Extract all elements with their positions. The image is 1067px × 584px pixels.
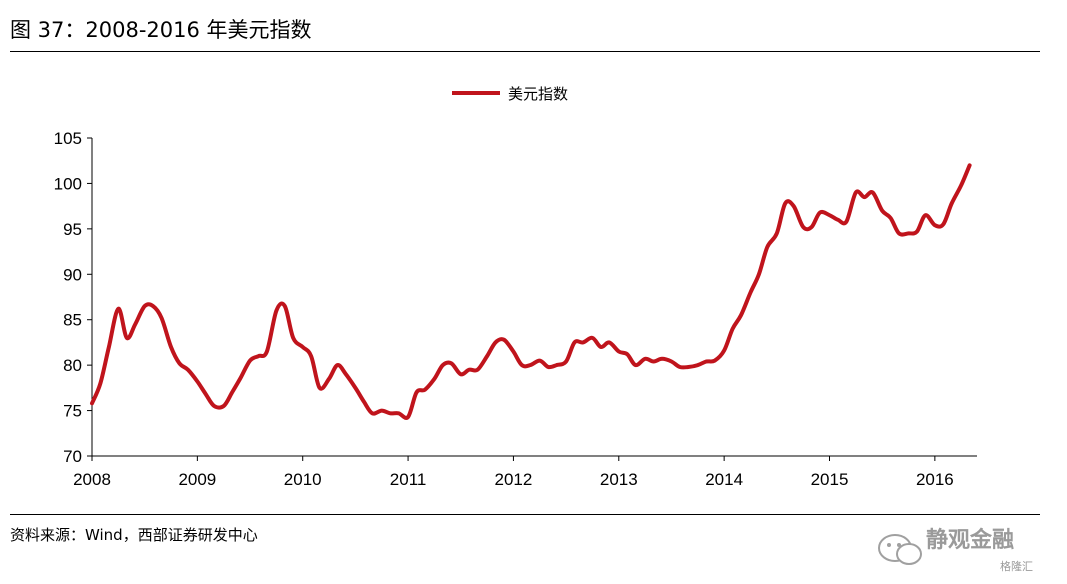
axes: 70 75 80 85 90 95 100 105 2008 2009 2010 2011 2012 20…: [54, 129, 977, 489]
title-divider: [10, 51, 1040, 52]
x-tick-label: 2013: [600, 470, 638, 489]
y-tick-label: 90: [63, 265, 82, 284]
x-tick-label: 2010: [284, 470, 322, 489]
watermark: [875, 524, 1035, 580]
y-tick-label: 70: [63, 447, 82, 466]
figure-title: 图 37：2008-2016 年美元指数: [10, 18, 312, 42]
legend-label-dollar-index: 美元指数: [508, 85, 568, 103]
x-tick-label: 2012: [495, 470, 533, 489]
y-tick-label: 80: [63, 356, 82, 375]
y-tick-label: 100: [54, 174, 82, 193]
watermark-text: 静观金融: [926, 528, 1015, 553]
legend: 美元指数: [452, 85, 568, 103]
y-tick-label: 105: [54, 129, 82, 148]
y-tick-label: 75: [63, 402, 82, 421]
x-tick-label: 2016: [916, 470, 954, 489]
x-tick-label: 2015: [811, 470, 849, 489]
wechat-icon: [878, 534, 922, 565]
x-tick-label: 2009: [178, 470, 216, 489]
x-tick-label: 2014: [705, 470, 743, 489]
source-note: 资料来源：Wind，西部证券研发中心: [10, 526, 258, 544]
x-tick-label: 2008: [73, 470, 111, 489]
y-tick-label: 95: [63, 220, 82, 239]
y-tick-label: 85: [63, 311, 82, 330]
x-tick-label: 2011: [390, 470, 427, 489]
watermark-small-text: 格隆汇: [1000, 560, 1033, 573]
source-divider: [10, 514, 1040, 515]
series-line-dollar-index: [90, 163, 972, 420]
series-layer: [90, 163, 972, 420]
